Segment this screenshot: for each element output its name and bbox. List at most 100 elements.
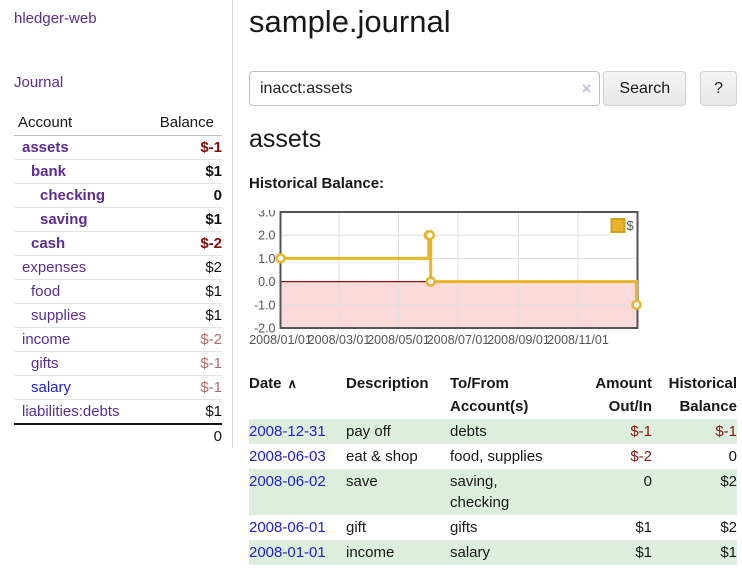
- transaction-amount: $-1: [580, 419, 652, 444]
- y-axis-tick-label: -1.0: [254, 298, 276, 312]
- account-row: cash $-2: [14, 231, 222, 256]
- account-link[interactable]: checking: [40, 187, 106, 204]
- transaction-date-link[interactable]: 2008-06-03: [249, 448, 326, 465]
- transaction-description: pay off: [346, 419, 450, 444]
- transaction-balance: $2: [720, 519, 737, 536]
- data-point-marker: [424, 229, 435, 241]
- transaction-date-link[interactable]: 2008-01-01: [249, 540, 346, 565]
- accounts-total-value: 0: [141, 423, 222, 448]
- transaction-accounts: gifts: [450, 519, 478, 536]
- accounts-header-account: Account: [14, 112, 142, 136]
- historical-balance-chart[interactable]: $3.0 2.0 1.0 0.0 -1.0 -2.0 2008/01/01 2008/03/0…: [249, 206, 645, 350]
- register-header-description: Description: [346, 375, 429, 392]
- search-input-wrap: ×: [249, 71, 601, 106]
- account-link[interactable]: bank: [31, 163, 67, 180]
- app-window: hledger-web Journal Account Balance asse…: [0, 0, 742, 565]
- account-row: income $-2: [14, 327, 222, 352]
- sort-asc-icon: ∧: [287, 376, 298, 391]
- transaction-description: income: [346, 540, 450, 565]
- account-link[interactable]: salary: [31, 379, 72, 396]
- transaction-description: save: [346, 469, 450, 515]
- account-row: supplies $1: [14, 303, 222, 328]
- account-row: salary $-1: [14, 375, 222, 400]
- table-row: 2008-06-02 save saving, checking 0 $2: [249, 469, 737, 515]
- account-row: expenses $2: [14, 255, 222, 280]
- main-content: sample.journal × Search ? assets Histori…: [233, 0, 742, 565]
- transaction-amount: $1: [580, 540, 652, 565]
- register-header-accounts: To/From Account(s): [450, 375, 529, 415]
- app-title-link[interactable]: hledger-web: [14, 10, 97, 27]
- data-point-marker: [425, 276, 436, 287]
- data-point-marker: [631, 299, 642, 311]
- account-link[interactable]: gifts: [31, 355, 59, 372]
- plot-border: [279, 211, 639, 329]
- account-link[interactable]: saving: [40, 211, 88, 228]
- x-axis-tick-label: 2008/11/01: [547, 333, 609, 347]
- account-link[interactable]: income: [22, 331, 71, 348]
- account-balance: $1: [141, 207, 222, 232]
- chart-canvas: $3.0 2.0 1.0 0.0 -1.0 -2.02008/01/012008/03/0…: [249, 206, 642, 347]
- account-row: saving $1: [14, 207, 222, 232]
- transaction-date-link[interactable]: 2008-06-01: [249, 519, 326, 536]
- transaction-accounts: saving, checking: [450, 469, 580, 515]
- account-balance: 0: [141, 183, 222, 208]
- search-input[interactable]: [249, 71, 601, 106]
- transaction-description: gift: [346, 519, 367, 536]
- legend-label: $: [627, 218, 635, 233]
- register-header-date[interactable]: Date ∧: [249, 375, 298, 392]
- transaction-amount: $-2: [630, 448, 652, 465]
- x-axis-tick-label: 2008/07/01: [427, 333, 490, 347]
- register-header-balance: Historical Balance: [668, 375, 737, 415]
- transaction-accounts: salary: [450, 540, 580, 565]
- search-form: × Search ?: [249, 71, 737, 106]
- y-axis-tick-label: 2.0: [258, 229, 275, 243]
- account-balance: $-1: [141, 135, 222, 160]
- transaction-description: eat & shop: [346, 448, 418, 465]
- search-button[interactable]: Search: [603, 71, 687, 106]
- x-axis-tick-label: 2008/03/01: [308, 333, 371, 347]
- account-balance: $-1: [141, 375, 222, 400]
- account-row: gifts $-1: [14, 351, 222, 376]
- table-row: 2008-06-03 eat & shop food, supplies $-2 0: [249, 444, 737, 469]
- transaction-balance: $1: [652, 540, 737, 565]
- transaction-balance: 0: [728, 448, 737, 465]
- accounts-table: Account Balance assets $-1 bank $1 checking 0…: [14, 112, 222, 448]
- account-link[interactable]: liabilities:debts: [22, 403, 120, 420]
- account-link[interactable]: supplies: [31, 307, 87, 324]
- data-point-marker: [275, 253, 286, 264]
- account-link[interactable]: cash: [31, 235, 66, 252]
- page-title: sample.journal: [249, 4, 451, 39]
- sidebar: hledger-web Journal Account Balance asse…: [0, 0, 233, 448]
- sidebar-item-journal[interactable]: Journal: [14, 74, 64, 91]
- transaction-amount: $1: [635, 519, 652, 536]
- help-button[interactable]: ?: [700, 71, 737, 106]
- y-axis-tick-label: 3.0: [258, 210, 275, 220]
- account-balance: $-2: [141, 231, 222, 256]
- account-balance: $-2: [141, 327, 222, 352]
- transaction-accounts: food, supplies: [450, 448, 543, 465]
- account-balance: $-1: [141, 351, 222, 376]
- transaction-date-link[interactable]: 2008-12-31: [249, 419, 346, 444]
- account-balance: $2: [141, 255, 222, 280]
- x-axis-tick-label: 2008/05/01: [367, 333, 430, 347]
- x-axis-tick-label: 2008/01/01: [249, 333, 312, 347]
- y-axis-tick-label: -2.0: [254, 322, 276, 336]
- chart-title: Historical Balance:: [249, 175, 385, 192]
- table-row: 2008-12-31 pay off debts $-1 $-1: [249, 419, 737, 444]
- account-row: bank $1: [14, 159, 222, 184]
- transaction-date-link[interactable]: 2008-06-02: [249, 469, 346, 515]
- transaction-amount: 0: [580, 469, 652, 515]
- x-axis-tick-label: 2008/09/01: [487, 333, 550, 347]
- account-row: checking 0: [14, 183, 222, 208]
- legend-swatch: [610, 218, 626, 233]
- account-balance: $1: [141, 303, 222, 328]
- account-balance: $1: [205, 403, 222, 420]
- account-link[interactable]: assets: [22, 139, 69, 156]
- register-header-amount: Amount Out/In: [595, 375, 652, 415]
- account-link[interactable]: expenses: [22, 259, 87, 276]
- table-row: 2008-06-01 gift gifts $1 $2: [249, 515, 737, 540]
- account-link[interactable]: food: [31, 283, 61, 300]
- clear-search-icon[interactable]: ×: [581, 78, 592, 98]
- y-axis-tick-label: 0.0: [258, 275, 275, 289]
- accounts-header-balance: Balance: [141, 112, 222, 136]
